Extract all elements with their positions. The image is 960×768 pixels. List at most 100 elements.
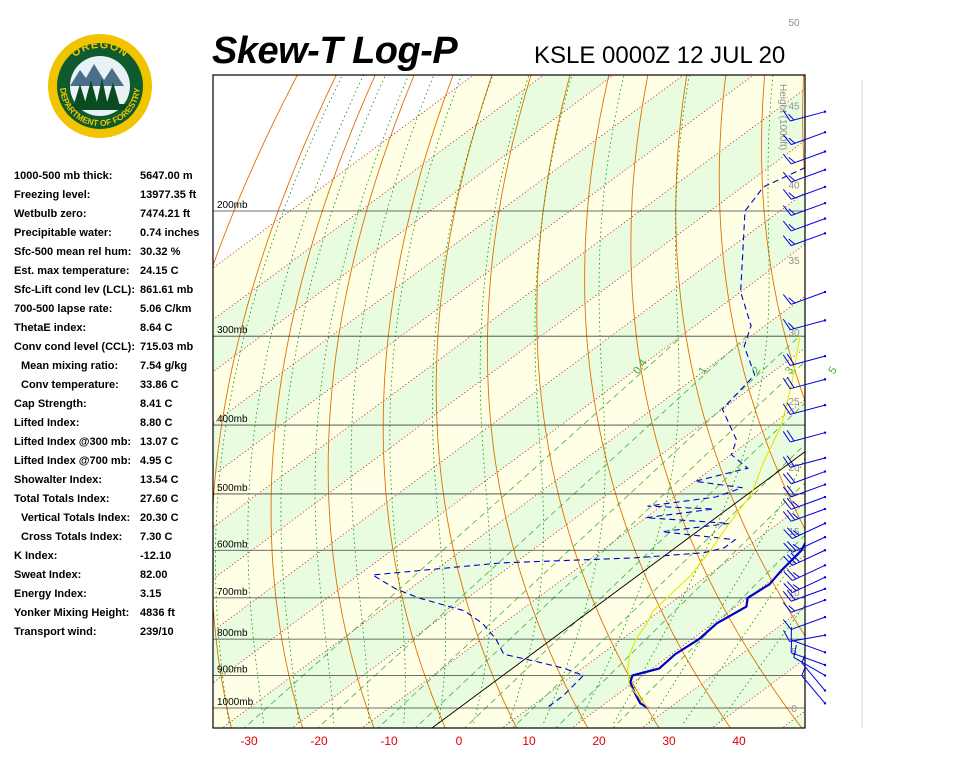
wind-barb-origin xyxy=(823,131,827,134)
wind-barb xyxy=(783,630,827,642)
wind-barb-half xyxy=(788,238,796,245)
index-row: Est. max temperature: 24.15 C xyxy=(14,263,214,282)
height-axis-label: Height (1000ft) xyxy=(777,84,788,150)
wind-barb-origin xyxy=(823,431,827,434)
index-label: K Index: xyxy=(14,550,58,562)
wind-barb-origin xyxy=(823,150,827,153)
mixing-ratio-label: 1 xyxy=(696,365,709,377)
wind-barb xyxy=(782,290,827,305)
wind-barb-full xyxy=(783,571,793,581)
index-value: 7.54 g/kg xyxy=(140,360,188,372)
wind-barb-origin xyxy=(823,522,827,525)
wind-barb-half xyxy=(788,208,796,215)
wind-barb-full xyxy=(782,403,791,415)
pressure-label: 500mb xyxy=(217,483,248,494)
index-value: 5647.00 m xyxy=(140,170,193,182)
index-row: Total Totals Index: 27.60 C xyxy=(14,491,214,510)
mixing-ratio-line xyxy=(414,361,805,728)
dry-adiabat xyxy=(761,75,805,403)
index-row: K Index: -12.10 xyxy=(14,548,214,567)
temperature-tick-label: 30 xyxy=(662,734,676,748)
wind-barb-full xyxy=(782,377,791,389)
wind-barb xyxy=(782,587,827,602)
chart-title: Skew-T Log-P xyxy=(212,30,458,72)
wind-barb xyxy=(801,668,827,705)
wind-barb-full xyxy=(786,353,795,365)
wind-barb-full xyxy=(782,499,792,510)
wind-barb-full xyxy=(782,110,791,122)
temperature-trace xyxy=(629,541,805,709)
index-label: 700-500 lapse rate: xyxy=(14,303,113,315)
wind-barb-origin xyxy=(823,598,827,602)
wind-barb-half xyxy=(792,572,800,578)
index-row: Sfc-Lift cond lev (LCL): 861.61 mb xyxy=(14,282,214,301)
wind-barb xyxy=(783,549,827,566)
wind-barb-staff xyxy=(791,496,826,510)
wind-barb xyxy=(783,564,827,581)
index-row: Conv temperature: 33.86 C xyxy=(14,377,214,396)
isotherm-band xyxy=(213,75,614,372)
wind-barb xyxy=(782,507,827,522)
wind-barb xyxy=(801,655,827,692)
pressure-label: 400mb xyxy=(217,414,248,425)
station-time-label: KSLE 0000Z 12 JUL 20 xyxy=(534,42,786,69)
wind-barb-half xyxy=(788,175,796,182)
moist-adiabat xyxy=(683,543,805,724)
index-row: Showalter Index: 13.54 C xyxy=(14,472,214,491)
dry-adiabat xyxy=(956,0,960,751)
dry-adiabat xyxy=(802,75,805,184)
index-label: Lifted Index @700 mb: xyxy=(14,455,132,467)
dry-adiabat xyxy=(327,75,415,728)
mixing-ratio-line xyxy=(317,335,747,728)
wind-barb-full xyxy=(783,542,793,553)
temperature-tick-label: 10 xyxy=(522,734,536,748)
wind-barb-full xyxy=(786,485,796,496)
index-value: 4836 ft xyxy=(140,607,175,619)
wind-barb-origin xyxy=(823,702,827,705)
wind-barb-full xyxy=(783,529,793,539)
dry-adiabat xyxy=(630,75,803,728)
wind-barb-half xyxy=(792,501,800,507)
wind-barb xyxy=(793,644,827,677)
wind-barb-staff xyxy=(791,169,826,183)
wind-barb xyxy=(782,217,827,232)
wind-barb xyxy=(782,353,827,366)
wind-barb-origin xyxy=(823,535,827,539)
plot-frame xyxy=(212,74,806,729)
index-row: Mean mixing ratio: 7.54 g/kg xyxy=(14,358,214,377)
index-label: Cap Strength: xyxy=(14,398,87,410)
wind-barb-full xyxy=(783,583,793,593)
index-value: 8.80 C xyxy=(140,417,173,429)
index-label: Lifted Index @300 mb: xyxy=(14,436,132,448)
wind-barb-origin xyxy=(823,564,827,567)
wind-barb-origin xyxy=(823,185,827,189)
wind-barb-full xyxy=(782,294,792,305)
index-value: 7.30 C xyxy=(140,531,173,543)
index-value: 33.86 C xyxy=(140,379,179,391)
wind-barb-origin xyxy=(823,663,827,667)
index-value: 8.41 C xyxy=(140,398,173,410)
moist-adiabat xyxy=(578,75,690,724)
dry-adiabat xyxy=(881,0,960,751)
index-row: Conv cond level (CCL): 715.03 mb xyxy=(14,339,214,358)
wind-barb-full xyxy=(782,235,792,246)
index-row: Wetbulb zero: 7474.21 ft xyxy=(14,206,214,225)
wind-barb-staff xyxy=(790,355,826,366)
wind-barb-origin xyxy=(823,378,827,381)
wind-barb-half xyxy=(788,223,796,230)
height-tick-label: 50 xyxy=(788,18,800,29)
wind-barb-full xyxy=(782,590,792,602)
mixing-ratio-line xyxy=(243,335,683,728)
wind-barb-full xyxy=(786,589,796,601)
index-value: 0.74 inches xyxy=(140,227,200,239)
wind-barb xyxy=(782,131,827,146)
pressure-label: 600mb xyxy=(217,539,248,550)
wind-barb-origin xyxy=(823,403,827,407)
index-row: Transport wind: 239/10 xyxy=(14,624,214,643)
wind-barb-full xyxy=(786,402,795,414)
wind-barb-staff xyxy=(792,576,826,594)
wind-barb-full xyxy=(786,430,795,442)
pressure-label: 900mb xyxy=(217,664,248,675)
pressure-label: 800mb xyxy=(217,628,248,639)
index-row: ThetaE index: 8.64 C xyxy=(14,320,214,339)
